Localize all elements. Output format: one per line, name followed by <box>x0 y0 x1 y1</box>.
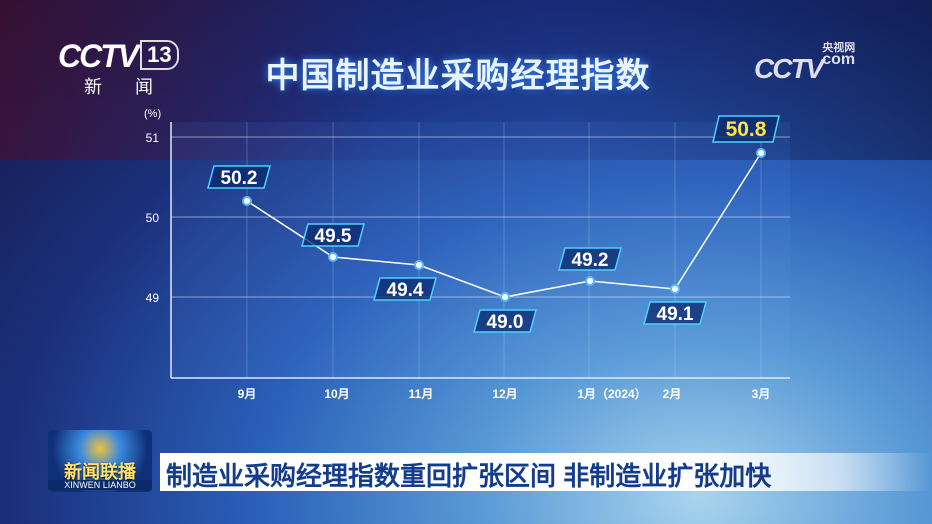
data-label: 49.1 <box>657 304 694 325</box>
x-tick-label: 12月 <box>492 387 517 401</box>
chart-title: 中国制造业采购经理指数 <box>265 57 651 95</box>
data-label-box <box>373 277 437 301</box>
plot-area <box>171 122 790 378</box>
data-point <box>585 276 595 286</box>
site-logo-text: CCTV <box>754 53 824 84</box>
channel-number: 13 <box>140 40 179 70</box>
data-point <box>414 260 424 270</box>
data-point <box>670 284 680 294</box>
data-label: 49.0 <box>487 312 524 333</box>
x-tick-label: 2月 <box>663 387 682 401</box>
data-label-box <box>207 165 271 189</box>
headline-text: 制造业采购经理指数重回扩张区间 非制造业扩张加快 <box>166 461 772 491</box>
site-logo-suffix: 央视网 com <box>822 42 856 68</box>
background-glow <box>0 0 932 160</box>
data-point <box>328 252 338 262</box>
data-point <box>500 292 510 302</box>
data-label-box <box>712 115 780 143</box>
site-small-text: 央视网 <box>822 42 856 54</box>
program-name-en: XINWEN LIANBO <box>48 480 152 490</box>
x-tick-label: 9月 <box>238 387 257 401</box>
data-label-box <box>301 223 365 247</box>
data-point <box>756 148 766 158</box>
channel-logo-text: CCTV <box>58 38 139 74</box>
cctv-com-logo: CCTV央视网 com <box>754 42 855 85</box>
data-point <box>242 196 252 206</box>
y-tick-label: 50 <box>146 211 160 225</box>
x-tick-label: 1月（2024） <box>577 386 646 401</box>
y-tick-label: 49 <box>146 291 160 305</box>
data-label: 49.2 <box>572 250 609 271</box>
x-tick-label: 3月 <box>752 387 771 401</box>
y-axis-unit: (%) <box>144 108 161 120</box>
data-label: 49.5 <box>315 226 352 247</box>
data-label-box <box>558 247 622 271</box>
x-tick-label: 10月 <box>324 387 349 401</box>
data-label: 50.2 <box>221 168 258 189</box>
headline-banner: 制造业采购经理指数重回扩张区间 非制造业扩张加快 <box>160 453 932 491</box>
x-tick-label: 11月 <box>409 387 434 401</box>
site-suffix-text: com <box>822 51 856 68</box>
data-label-box <box>643 301 707 325</box>
data-label: 50.8 <box>726 118 767 141</box>
channel-name: 新 闻 <box>84 77 168 97</box>
y-tick-label: 51 <box>146 131 160 145</box>
data-label: 49.4 <box>387 280 424 301</box>
data-label-box <box>473 309 537 333</box>
xinwen-lianbo-logo: 新闻联播 XINWEN LIANBO <box>48 430 152 492</box>
cctv13-logo: CCTV 13 新 闻 <box>58 38 179 99</box>
program-name-cn: 新闻联播 <box>64 462 136 482</box>
